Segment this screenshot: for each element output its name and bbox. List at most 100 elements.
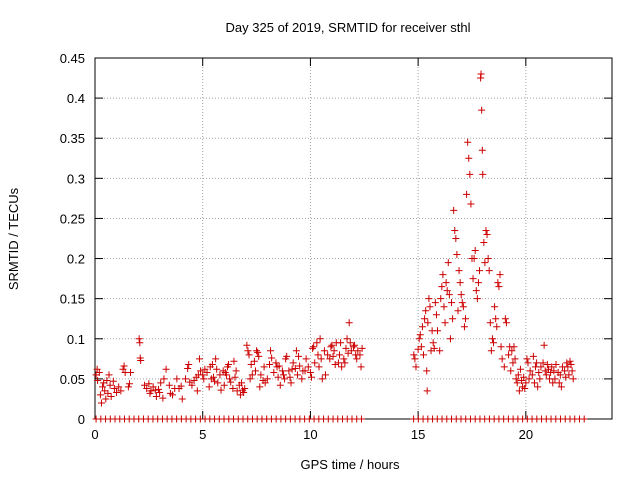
y-tick-label: 0.2	[67, 252, 85, 267]
data-point	[127, 368, 135, 376]
data-point	[565, 371, 573, 379]
x-axis-label: GPS time / hours	[301, 457, 400, 472]
data-point	[358, 344, 366, 352]
data-point	[331, 360, 339, 368]
data-point	[120, 362, 128, 370]
data-point	[157, 379, 165, 387]
data-point	[446, 335, 454, 343]
data-point	[426, 303, 434, 311]
data-point	[169, 391, 177, 399]
data-point	[345, 319, 353, 327]
data-point	[541, 367, 549, 375]
data-point	[556, 371, 564, 379]
data-point	[135, 335, 143, 343]
data-point	[420, 351, 428, 359]
data-point	[557, 383, 565, 391]
data-point	[478, 146, 486, 154]
data-point	[343, 335, 351, 343]
data-point	[143, 385, 151, 393]
data-point	[330, 347, 338, 355]
data-point	[481, 259, 489, 267]
data-point	[222, 371, 230, 379]
chart-title: Day 325 of 2019, SRMTID for receiver sth…	[226, 20, 471, 35]
data-point	[200, 375, 208, 383]
data-point	[195, 355, 203, 363]
data-point	[197, 367, 205, 375]
data-point	[496, 271, 504, 279]
data-point	[445, 291, 453, 299]
data-point	[497, 343, 505, 351]
data-point	[307, 373, 315, 381]
data-point	[516, 365, 524, 373]
data-point	[452, 235, 460, 242]
data-point	[287, 379, 295, 387]
data-point	[434, 327, 442, 335]
grid	[95, 58, 612, 419]
data-point	[484, 255, 492, 263]
data-point	[460, 323, 468, 331]
data-point	[526, 367, 534, 375]
data-point	[338, 363, 346, 371]
x-tick-label: 15	[411, 427, 425, 442]
data-point	[533, 359, 541, 367]
data-point	[263, 375, 271, 383]
data-point	[311, 359, 319, 367]
data-point	[535, 368, 543, 376]
data-point	[483, 230, 491, 238]
data-point	[107, 393, 115, 401]
data-point	[240, 389, 248, 397]
data-point	[321, 371, 329, 379]
data-point	[309, 344, 317, 352]
data-point	[342, 344, 350, 352]
data-point	[124, 383, 132, 391]
data-point	[102, 395, 110, 403]
data-point	[457, 291, 465, 299]
data-point	[569, 375, 577, 383]
data-point	[437, 295, 445, 303]
data-point	[244, 347, 252, 355]
data-point	[320, 347, 328, 355]
data-point	[442, 279, 450, 287]
data-point	[293, 371, 301, 379]
data-point	[296, 362, 304, 370]
data-point	[251, 367, 259, 375]
data-point	[226, 375, 234, 383]
data-point	[458, 299, 466, 307]
data-point	[498, 355, 506, 363]
data-point	[425, 295, 433, 303]
data-point	[99, 383, 107, 391]
data-point	[145, 380, 153, 388]
data-point	[474, 279, 482, 287]
data-point	[147, 387, 155, 395]
data-point	[495, 283, 503, 291]
data-point	[247, 360, 255, 368]
data-point	[467, 200, 475, 208]
data-point	[177, 382, 185, 390]
data-point	[276, 381, 284, 389]
data-point	[465, 154, 473, 162]
data-point	[354, 347, 362, 355]
data-point	[275, 362, 283, 370]
data-point	[515, 387, 523, 395]
data-point	[444, 259, 452, 267]
data-point	[471, 247, 479, 255]
data-point	[278, 367, 286, 375]
y-tick-label: 0	[78, 412, 85, 427]
data-point	[540, 341, 548, 349]
data-point	[209, 373, 217, 381]
data-point	[347, 347, 355, 355]
data-point	[117, 387, 125, 395]
data-point	[412, 363, 420, 371]
data-point	[356, 351, 364, 359]
y-tick-label: 0.05	[60, 372, 85, 387]
data-point	[536, 375, 544, 383]
data-point	[415, 335, 423, 343]
data-point	[243, 341, 251, 349]
data-point	[279, 371, 287, 379]
data-point	[514, 371, 522, 379]
data-point	[152, 393, 160, 401]
data-point	[106, 381, 114, 389]
x-tick-label: 20	[519, 427, 533, 442]
data-point	[502, 319, 510, 327]
data-point	[227, 378, 235, 386]
